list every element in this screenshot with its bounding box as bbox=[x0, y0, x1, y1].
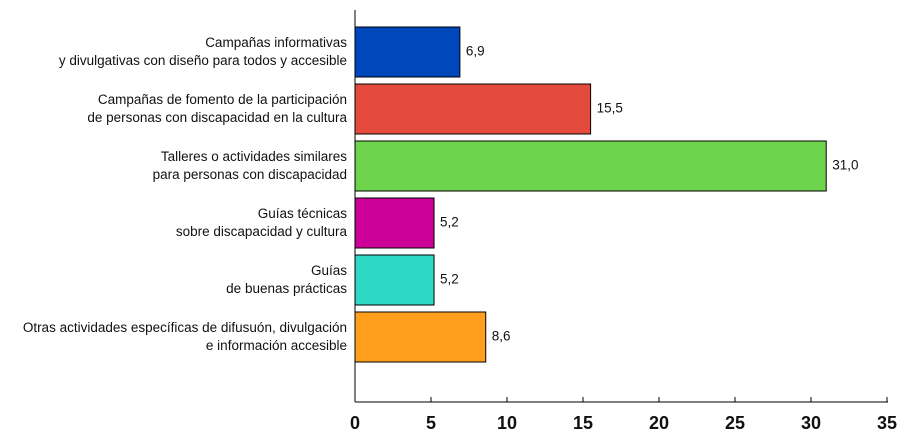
x-tick-label: 15 bbox=[573, 413, 593, 433]
value-label: 8,6 bbox=[492, 329, 511, 344]
value-label: 5,2 bbox=[440, 272, 459, 287]
x-tick-label: 20 bbox=[649, 413, 669, 433]
bar bbox=[354, 26, 461, 78]
x-tick-label: 0 bbox=[350, 413, 360, 433]
x-tick-label: 35 bbox=[877, 413, 897, 433]
category-label: Guías técnicas sobre discapacidad y cultu… bbox=[176, 206, 348, 239]
value-label: 5,2 bbox=[440, 215, 459, 230]
bar bbox=[354, 83, 592, 135]
value-label: 15,5 bbox=[597, 101, 623, 116]
x-tick-label: 25 bbox=[725, 413, 745, 433]
bar bbox=[354, 140, 827, 192]
category-label: Talleres o actividades similares para per… bbox=[153, 149, 348, 182]
category-label: Campañas informativas y divulgativas con … bbox=[59, 35, 347, 68]
value-label: 31,0 bbox=[832, 158, 858, 173]
category-label: Otras actividades específicas de difusuó… bbox=[23, 320, 347, 353]
value-label: 6,9 bbox=[466, 44, 485, 59]
x-tick-label: 5 bbox=[426, 413, 436, 433]
x-tick-label: 30 bbox=[801, 413, 821, 433]
category-label: Guías de buenas prácticas bbox=[226, 263, 347, 296]
category-label: Campañas de fomento de la participación d… bbox=[87, 92, 347, 125]
bar bbox=[354, 311, 487, 363]
bar bbox=[354, 254, 435, 306]
x-tick-label: 10 bbox=[497, 413, 517, 433]
bar bbox=[354, 197, 435, 249]
